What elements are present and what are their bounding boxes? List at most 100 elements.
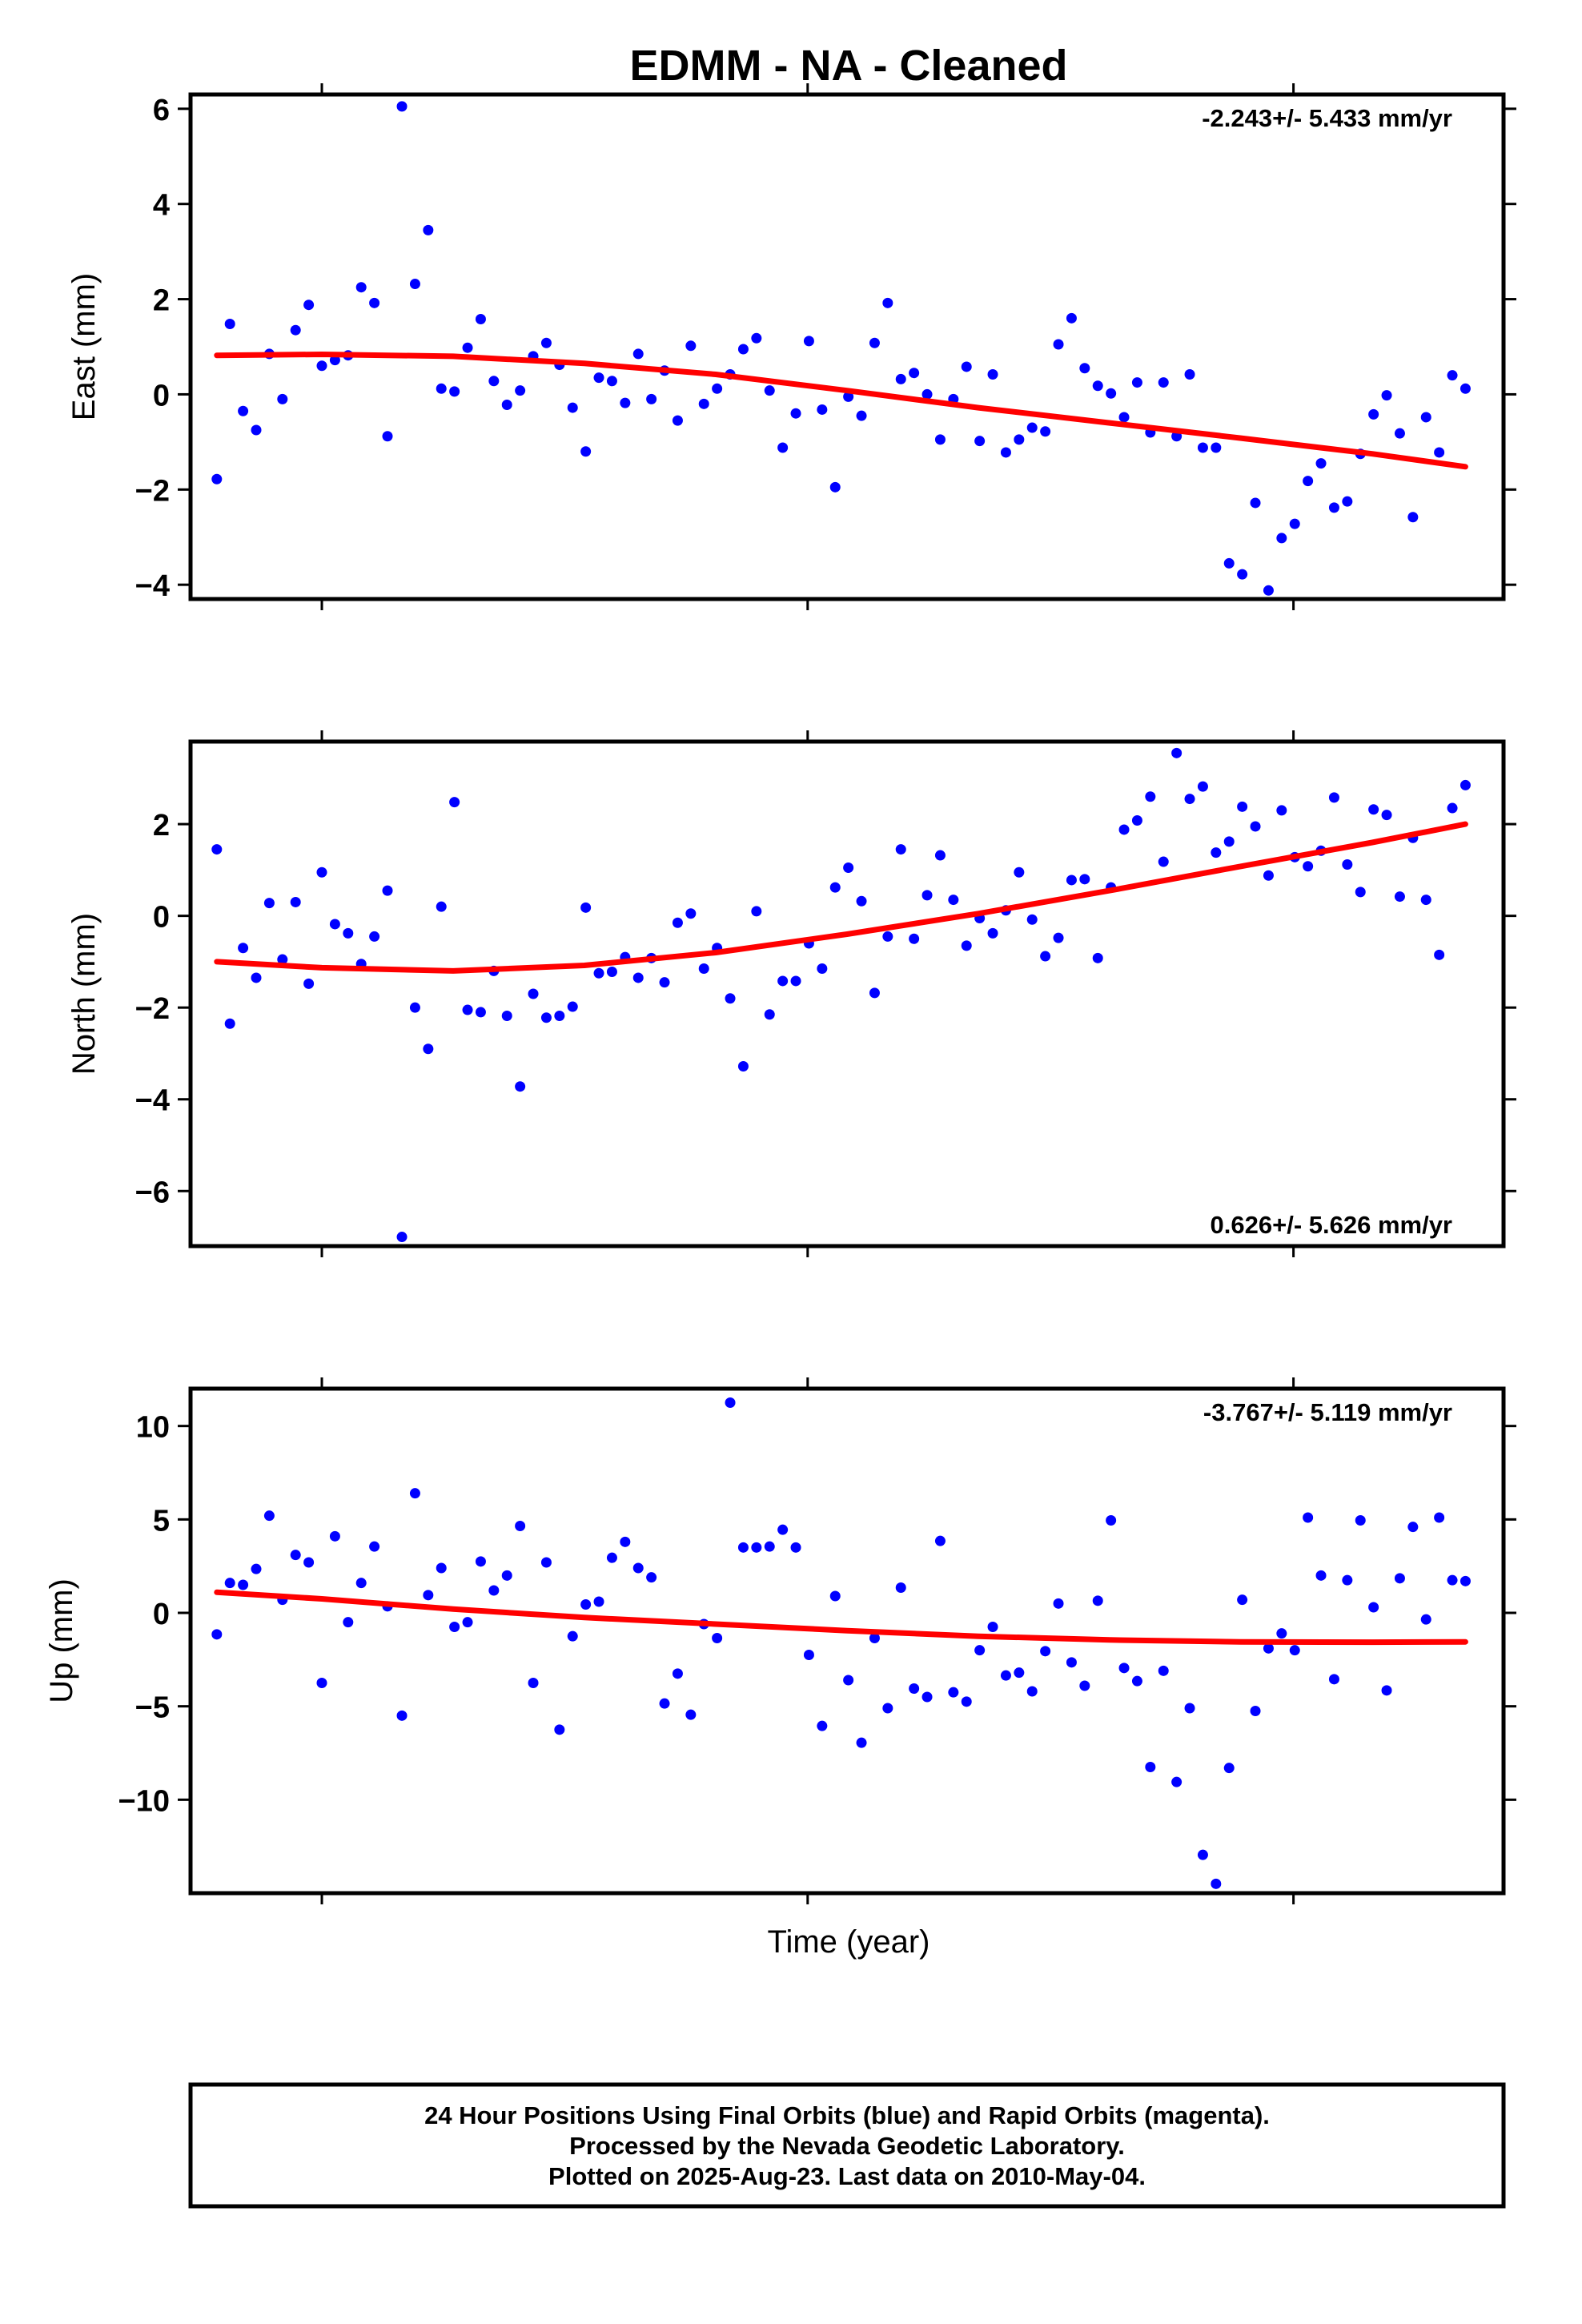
east-data-point	[869, 337, 880, 348]
north-data-point	[1355, 887, 1366, 898]
north-y-tick-label: 0	[153, 901, 170, 935]
up-data-point	[790, 1542, 801, 1553]
north-data-point	[1145, 791, 1156, 802]
east-data-point	[1328, 502, 1339, 513]
up-panel: −10 −5 0 5 10 Up (mm) -3.767+/- 5.119 mm/yr	[44, 1377, 1516, 1904]
north-data-point	[698, 963, 709, 974]
east-data-point	[646, 393, 657, 404]
north-data-point	[251, 972, 262, 983]
east-data-point	[737, 344, 749, 355]
up-data-point	[1000, 1670, 1011, 1681]
north-data-point	[725, 993, 736, 1004]
east-data-point	[1303, 476, 1314, 487]
up-data-point	[1014, 1667, 1025, 1679]
up-data-point	[1053, 1598, 1064, 1609]
east-data-point	[895, 373, 906, 384]
north-plot-frame	[188, 739, 1506, 1248]
north-data-point	[1394, 891, 1405, 903]
north-data-point	[909, 933, 920, 944]
east-data-point	[238, 405, 249, 416]
east-data-point	[488, 376, 500, 387]
up-data-point	[620, 1536, 631, 1547]
east-data-point	[909, 368, 920, 379]
up-data-point	[1079, 1680, 1090, 1691]
north-data-point	[211, 844, 223, 855]
east-data-point	[1434, 447, 1445, 458]
east-data-point	[1250, 497, 1261, 509]
up-data-point	[1434, 1512, 1445, 1523]
east-data-point	[1315, 458, 1327, 469]
north-data-point	[1118, 824, 1130, 835]
east-data-point	[987, 368, 998, 380]
east-data-point	[224, 318, 235, 329]
up-data-point	[1276, 1628, 1287, 1639]
east-data-point	[803, 336, 814, 347]
up-data-point	[1447, 1574, 1458, 1586]
east-data-point	[974, 436, 986, 447]
up-data-point	[488, 1585, 500, 1596]
north-data-point	[1014, 866, 1025, 878]
north-data-point	[528, 988, 539, 999]
up-data-point	[712, 1633, 723, 1643]
east-data-point	[1368, 408, 1379, 420]
north-data-point	[224, 1018, 235, 1029]
north-data-point	[316, 866, 327, 878]
east-data-point	[882, 297, 893, 308]
up-data-point	[238, 1579, 249, 1590]
east-data-point	[1407, 512, 1419, 523]
east-data-point	[698, 398, 709, 409]
east-data-point	[1447, 370, 1458, 381]
north-data-point	[449, 797, 460, 808]
north-data-point	[1184, 794, 1195, 805]
east-data-point	[843, 391, 854, 402]
up-data-point	[751, 1542, 762, 1553]
north-y-axis-label: North (mm)	[66, 913, 102, 1075]
north-data-point	[567, 1001, 578, 1012]
east-data-point	[355, 282, 367, 293]
up-data-point	[528, 1678, 539, 1688]
up-y-axis-label: Up (mm)	[44, 1578, 79, 1703]
north-data-point	[1223, 836, 1235, 847]
east-data-point	[1131, 377, 1142, 388]
east-data-point	[1263, 585, 1274, 596]
north-data-point	[1276, 805, 1287, 816]
east-data-point	[436, 383, 447, 394]
north-y-tick-label: −2	[135, 992, 170, 1026]
up-data-point	[540, 1557, 552, 1568]
east-data-point	[382, 431, 393, 442]
up-data-point	[1106, 1515, 1117, 1526]
north-data-point	[777, 975, 789, 987]
north-data-point	[303, 978, 315, 989]
up-data-point	[882, 1703, 893, 1714]
up-data-point	[1237, 1594, 1248, 1606]
east-data-point	[580, 446, 592, 457]
north-data-point	[1381, 810, 1392, 821]
up-data-point	[224, 1578, 235, 1589]
north-data-point	[1066, 875, 1077, 886]
up-data-point	[829, 1590, 841, 1602]
east-data-point	[1014, 434, 1025, 445]
x-axis-label: Time (year)	[768, 1924, 930, 1960]
north-data-point	[606, 967, 617, 978]
up-data-point	[554, 1724, 565, 1735]
up-data-point	[948, 1687, 959, 1698]
up-rate-label: -3.767+/- 5.119 mm/yr	[1203, 1398, 1452, 1426]
north-data-point	[1197, 781, 1208, 792]
up-data-point	[1040, 1646, 1051, 1657]
up-data-point	[1184, 1703, 1195, 1714]
north-y-tick-label: −6	[135, 1176, 170, 1209]
north-data-point	[1040, 951, 1051, 962]
up-data-point	[1118, 1663, 1130, 1674]
up-data-point	[725, 1397, 736, 1408]
east-data-point	[1079, 363, 1090, 374]
north-data-point	[1092, 952, 1103, 963]
up-data-point	[934, 1535, 946, 1546]
up-plot-frame	[188, 1386, 1506, 1896]
north-data-point	[580, 902, 592, 913]
up-data-point	[1460, 1575, 1471, 1586]
east-data-point	[316, 360, 327, 372]
east-data-point	[1276, 533, 1287, 544]
east-y-tick-label: 4	[153, 189, 170, 223]
up-data-point	[646, 1572, 657, 1583]
north-data-point	[829, 882, 841, 893]
